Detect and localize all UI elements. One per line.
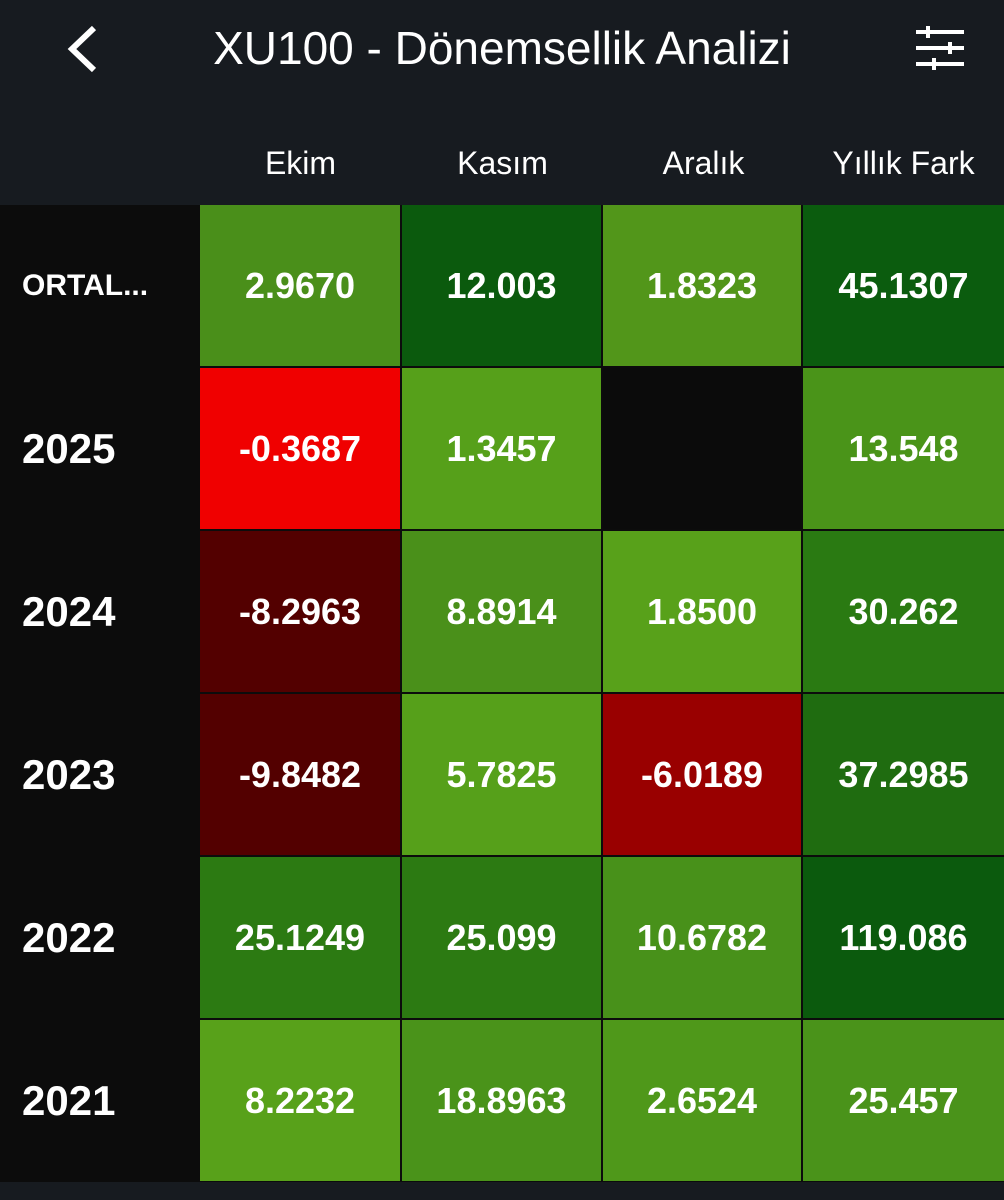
row-label: 2024 bbox=[0, 531, 195, 692]
row-label: 2025 bbox=[0, 368, 195, 529]
bottom-bar bbox=[0, 1182, 1004, 1200]
cell: -6.0189 bbox=[603, 694, 801, 855]
cell: 30.262 bbox=[803, 531, 1004, 692]
column-header: Aralık bbox=[662, 145, 745, 181]
row-label: 2021 bbox=[0, 1020, 195, 1181]
title: XU100 - Dönemsellik Analizi bbox=[213, 22, 791, 74]
cell: 45.1307 bbox=[803, 205, 1004, 366]
header-bar: XU100 - Dönemsellik Analizi bbox=[0, 0, 1004, 205]
back-button[interactable] bbox=[62, 24, 102, 74]
cell: 10.6782 bbox=[603, 857, 801, 1018]
filter-button[interactable] bbox=[914, 24, 966, 72]
column-header: Yıllık Fark bbox=[832, 145, 975, 181]
cell: -8.2963 bbox=[200, 531, 400, 692]
cell: 12.003 bbox=[402, 205, 601, 366]
cell: -0.3687 bbox=[200, 368, 400, 529]
cell: 25.099 bbox=[402, 857, 601, 1018]
cell: 8.8914 bbox=[402, 531, 601, 692]
row-label: 2022 bbox=[0, 857, 195, 1018]
cell: 1.8323 bbox=[603, 205, 801, 366]
column-header: Ekim bbox=[264, 145, 337, 181]
cell: 2.6524 bbox=[603, 1020, 801, 1181]
cell: 18.8963 bbox=[402, 1020, 601, 1181]
cell: 25.1249 bbox=[200, 857, 400, 1018]
cell bbox=[603, 368, 801, 529]
cell: 1.8500 bbox=[603, 531, 801, 692]
row-label: 2023 bbox=[0, 694, 195, 855]
cell: 37.2985 bbox=[803, 694, 1004, 855]
cell: 13.548 bbox=[803, 368, 1004, 529]
cell: 8.2232 bbox=[200, 1020, 400, 1181]
column-header: Kasım bbox=[457, 145, 548, 181]
cell: 1.3457 bbox=[402, 368, 601, 529]
cell: 25.457 bbox=[803, 1020, 1004, 1181]
cell: 119.086 bbox=[803, 857, 1004, 1018]
cell: 2.9670 bbox=[200, 205, 400, 366]
cell: -9.8482 bbox=[200, 694, 400, 855]
cell: 5.7825 bbox=[402, 694, 601, 855]
row-label: ORTAL... bbox=[0, 205, 195, 366]
